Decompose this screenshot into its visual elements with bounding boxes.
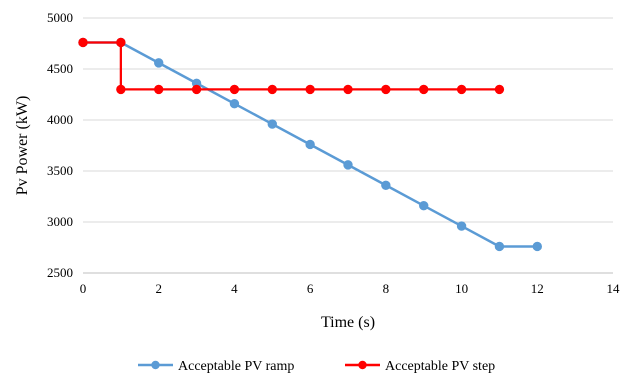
data-point [456, 221, 467, 231]
series-1 [78, 37, 542, 252]
legend-item-1: Acceptable PV ramp [138, 359, 294, 374]
y-tick-label: 3000 [47, 214, 73, 229]
data-point [305, 84, 315, 95]
data-point [229, 98, 240, 109]
data-point [456, 84, 467, 95]
y-tick-label: 5000 [47, 10, 73, 25]
data-point [229, 84, 240, 95]
x-tick-label: 14 [607, 281, 621, 296]
data-point [78, 37, 88, 48]
data-point [305, 139, 315, 150]
legend-marker [151, 360, 160, 370]
x-tick-label: 6 [307, 281, 314, 296]
x-axis-title: Time (s) [321, 314, 375, 331]
y-tick-label: 2500 [47, 265, 73, 280]
data-point [191, 84, 202, 95]
series-line [83, 41, 500, 91]
x-tick-label: 10 [455, 281, 468, 296]
tick-labels: 2500 3000 3500 4000 4500 5000 0 2 4 6 8 10 12 14 [47, 10, 620, 296]
series-layer [78, 37, 542, 252]
legend-label: Acceptable PV ramp [178, 359, 294, 374]
data-point [343, 84, 353, 95]
y-tick-label: 3500 [47, 163, 73, 178]
data-point [381, 84, 391, 95]
y-tick-label: 4000 [47, 112, 73, 127]
data-point [116, 37, 126, 48]
data-point [343, 160, 353, 170]
data-point [494, 84, 505, 95]
legend-marker [358, 360, 367, 370]
legend: Acceptable PV ramp Acceptable PV step [138, 359, 495, 374]
series-2 [78, 37, 505, 95]
x-tick-label: 8 [383, 281, 390, 296]
x-tick-label: 2 [155, 281, 162, 296]
legend-item-2: Acceptable PV step [345, 359, 495, 374]
x-tick-label: 12 [531, 281, 544, 296]
data-point [381, 180, 391, 190]
legend-label: Acceptable PV step [385, 359, 495, 374]
data-point [267, 119, 277, 129]
data-point [154, 84, 164, 95]
x-tick-label: 4 [231, 281, 238, 296]
data-point [116, 84, 126, 95]
data-point [267, 84, 277, 95]
y-tick-label: 4500 [47, 61, 73, 76]
gridlines [83, 17, 613, 223]
data-point [419, 200, 429, 211]
data-point [154, 58, 164, 68]
data-point [494, 241, 505, 252]
y-axis-title: Pv Power (kW) [14, 96, 31, 196]
x-tick-label: 0 [80, 281, 87, 296]
data-point [532, 241, 542, 252]
data-point [419, 84, 429, 95]
